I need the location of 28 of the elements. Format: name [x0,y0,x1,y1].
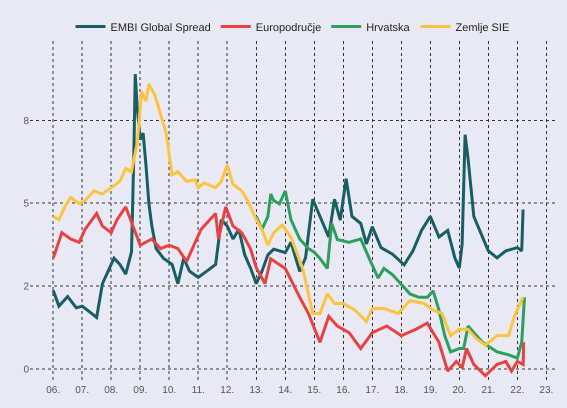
x-tick-label: 16. [336,385,350,396]
x-tick-label: 17. [365,385,380,396]
line-series [254,189,526,360]
y-tick-label: 0 [23,364,30,376]
x-tick-label: 23. [539,385,554,396]
y-tick-label: 2 [23,281,30,292]
x-tick-label: 18. [394,385,408,396]
x-tick-label: 14. [278,385,292,396]
x-tick-label: 15. [307,385,322,396]
x-tick-label: 10. [162,385,176,396]
x-tick-label: 19. [423,385,438,396]
y-tick-label: 5 [23,198,30,210]
x-tick-label: 22. [510,385,524,396]
x-tick-label: 06. [46,385,60,396]
x-tick-label: 11. [192,385,205,396]
x-tick-label: 13. [249,385,264,396]
x-tick-label: 09. [133,385,148,396]
y-tick-label: 8 [23,116,30,127]
x-tick-label: 21. [481,385,496,396]
x-tick-label: 07. [75,385,90,396]
legend-label: EMBI Global Spread [110,22,211,34]
x-tick-label: 20. [452,385,466,396]
legend-label: Europodručje [256,22,322,34]
line-series [52,205,526,378]
x-tick-label: 08. [104,385,118,396]
x-tick-label: 12. [220,385,234,396]
legend-label: Zemlje SIE [456,22,510,34]
legend-label: Hrvatska [366,22,410,34]
